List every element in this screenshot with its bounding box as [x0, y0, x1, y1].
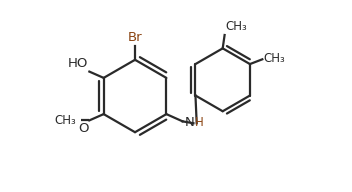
Text: N: N — [184, 116, 194, 129]
Text: O: O — [78, 122, 88, 135]
Text: Br: Br — [128, 31, 142, 44]
Text: CH₃: CH₃ — [225, 20, 247, 33]
Text: CH₃: CH₃ — [263, 52, 285, 65]
Text: H: H — [195, 116, 204, 129]
Text: HO: HO — [68, 57, 88, 70]
Text: CH₃: CH₃ — [54, 114, 76, 127]
